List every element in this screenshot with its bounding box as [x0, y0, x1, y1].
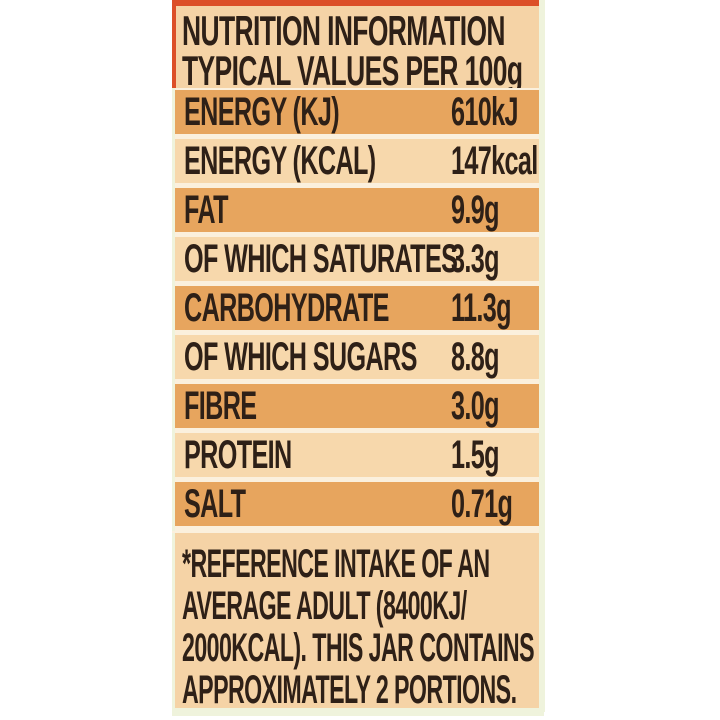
- label-bottom-edge-strip: [172, 708, 544, 716]
- nutrition-table: ENERGY (KJ) 610kJ ENERGY (KCAL) 147kcal …: [172, 88, 544, 531]
- nutrition-row: FAT 9.9g: [175, 188, 544, 232]
- nutrition-row: FIBRE 3.0g: [175, 384, 544, 428]
- nutrient-name: FAT: [184, 188, 228, 232]
- nutrient-value: 3.0g: [451, 384, 500, 428]
- nutrition-row: CARBOHYDRATE 11.3g: [175, 286, 544, 330]
- nutrition-row: SALT 0.71g: [175, 482, 544, 526]
- nutrient-value: 1.5g: [451, 433, 500, 477]
- nutrient-name: CARBOHYDRATE: [184, 286, 389, 330]
- header-title-line1: NUTRITION INFORMATION: [182, 7, 544, 54]
- nutrition-row: OF WHICH SUGARS 8.8g: [175, 335, 544, 379]
- nutrient-value: 8.8g: [451, 335, 500, 379]
- nutrition-label: NUTRITION INFORMATION TYPICAL VALUES PER…: [172, 0, 545, 716]
- footnote-line-2: AVERAGE ADULT (8400KJ/: [182, 585, 544, 627]
- footnote-line-3-text: 2000KCAL). THIS JAR CONTAINS: [182, 626, 535, 670]
- label-top-accent-strip: [172, 0, 544, 6]
- nutrition-row: ENERGY (KCAL) 147kcal: [175, 139, 544, 183]
- nutrient-name: OF WHICH SUGARS: [184, 335, 417, 379]
- footnote-line-4: APPROXIMATELY 2 PORTIONS.: [182, 669, 544, 711]
- header-title-line2-text: TYPICAL VALUES PER 100g: [182, 47, 523, 94]
- label-footnote: *REFERENCE INTAKE OF AN AVERAGE ADULT (8…: [172, 533, 544, 711]
- nutrient-value: 147kcal: [451, 139, 538, 183]
- nutrient-value: 3.3g: [451, 237, 500, 281]
- nutrition-row: PROTEIN 1.5g: [175, 433, 544, 477]
- nutrition-row: ENERGY (KJ) 610kJ: [175, 90, 544, 134]
- nutrient-name: ENERGY (KCAL): [184, 139, 376, 183]
- footnote-line-2-text: AVERAGE ADULT (8400KJ/: [182, 584, 467, 628]
- nutrient-value: 0.71g: [451, 482, 513, 526]
- footnote-line-4-text: APPROXIMATELY 2 PORTIONS.: [182, 668, 517, 712]
- nutrient-name: OF WHICH SATURATES: [184, 237, 458, 281]
- nutrient-name: SALT: [184, 482, 246, 526]
- nutrition-row: OF WHICH SATURATES 3.3g: [175, 237, 544, 281]
- nutrient-value: 9.9g: [451, 188, 500, 232]
- label-header: NUTRITION INFORMATION TYPICAL VALUES PER…: [172, 6, 544, 94]
- nutrient-value: 11.3g: [451, 286, 512, 330]
- nutrient-name: ENERGY (KJ): [184, 90, 340, 134]
- nutrient-name: PROTEIN: [184, 433, 292, 477]
- nutrient-value: 610kJ: [451, 90, 519, 134]
- header-title-line1-text: NUTRITION INFORMATION: [182, 7, 506, 54]
- label-right-edge-strip: [539, 0, 545, 712]
- footnote-line-1: *REFERENCE INTAKE OF AN: [182, 543, 544, 585]
- footnote-line-3: 2000KCAL). THIS JAR CONTAINS: [182, 627, 544, 669]
- nutrient-name: FIBRE: [184, 384, 257, 428]
- header-title-line2: TYPICAL VALUES PER 100g: [182, 47, 544, 94]
- footnote-line-1-text: *REFERENCE INTAKE OF AN: [182, 542, 490, 586]
